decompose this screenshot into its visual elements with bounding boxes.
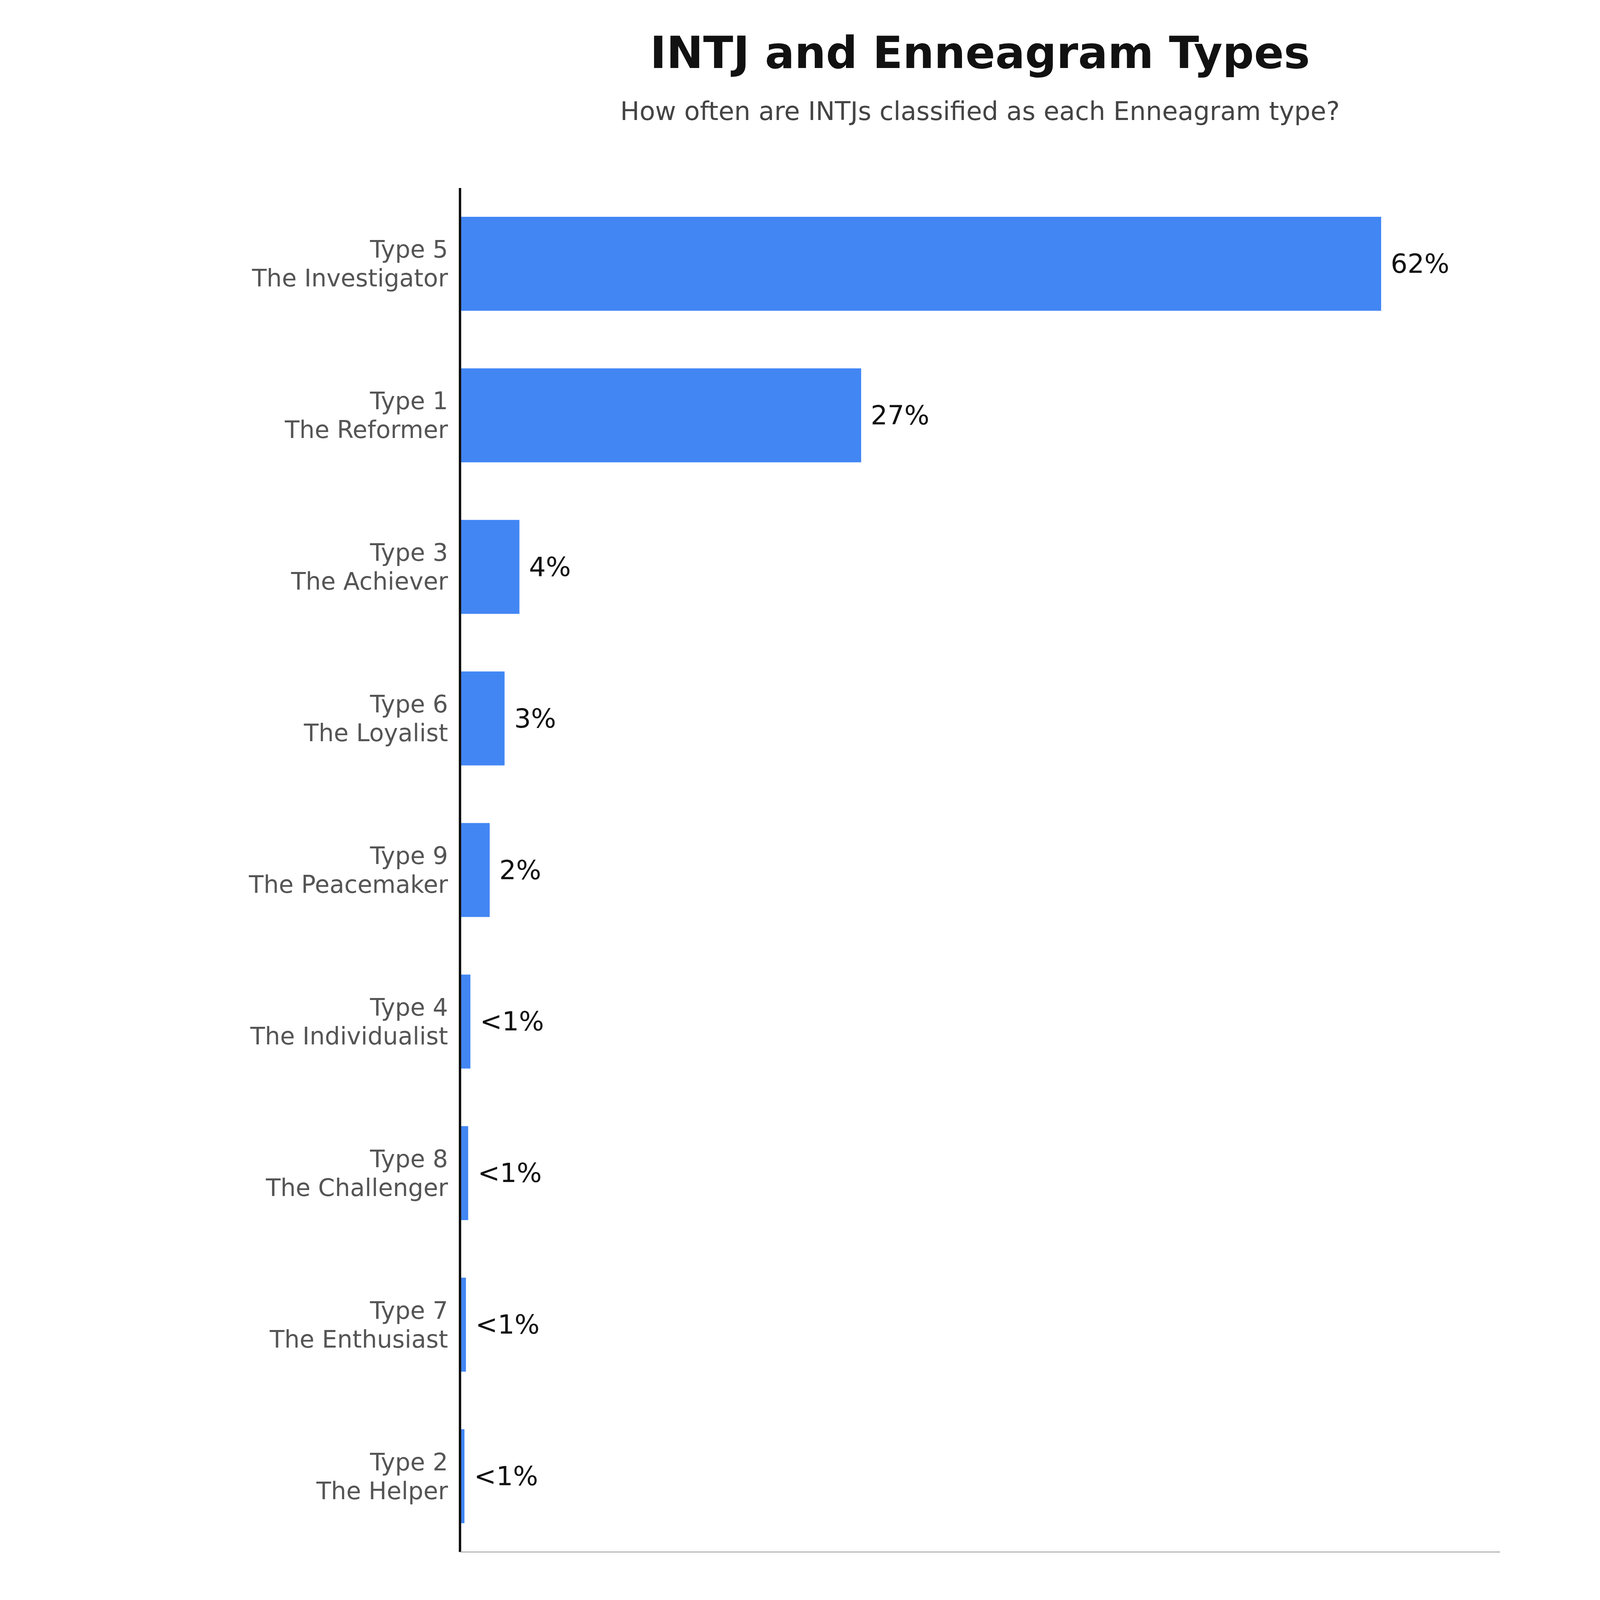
data-label: 27% (870, 400, 930, 431)
bar (460, 1126, 468, 1220)
y-axis-line (458, 188, 462, 1552)
y-tick-label: Type 9The Peacemaker (248, 841, 448, 899)
y-tick-label: Type 7The Enthusiast (269, 1296, 448, 1354)
subtitle: How often are INTJs classified as each E… (620, 96, 1340, 126)
bar (460, 520, 520, 614)
y-tick-label: Type 5The Investigator (251, 235, 448, 292)
data-label: <1% (480, 1006, 544, 1037)
chart-container: INTJ and Enneagram Types How often are IN… (0, 0, 1600, 1600)
title: INTJ and Enneagram Types (650, 27, 1310, 79)
data-label: 3% (514, 703, 556, 734)
y-tick-label: Type 8The Challenger (265, 1144, 449, 1202)
bar (460, 823, 490, 918)
chart-svg: INTJ and Enneagram Types How often are IN… (0, 0, 1600, 1600)
y-tick-label: Type 6The Loyalist (303, 690, 448, 747)
bars (460, 216, 1382, 1524)
bar (460, 974, 471, 1069)
data-label: <1% (474, 1460, 538, 1492)
x-axis-line (460, 1551, 1500, 1553)
data-label: 62% (1390, 248, 1450, 280)
data-label: <1% (475, 1309, 540, 1340)
bar (460, 671, 505, 766)
y-tick-label: Type 1The Reformer (284, 386, 448, 444)
data-label: <1% (477, 1157, 542, 1189)
data-label: 4% (529, 551, 572, 583)
y-tick-label: Type 4The Individualist (250, 993, 448, 1050)
y-tick-label: Type 3The Achiever (290, 538, 449, 596)
bar (460, 368, 862, 463)
bar (460, 216, 1382, 311)
y-tick-label: Type 2The Helper (316, 1448, 448, 1505)
data-label: 2% (499, 854, 542, 886)
